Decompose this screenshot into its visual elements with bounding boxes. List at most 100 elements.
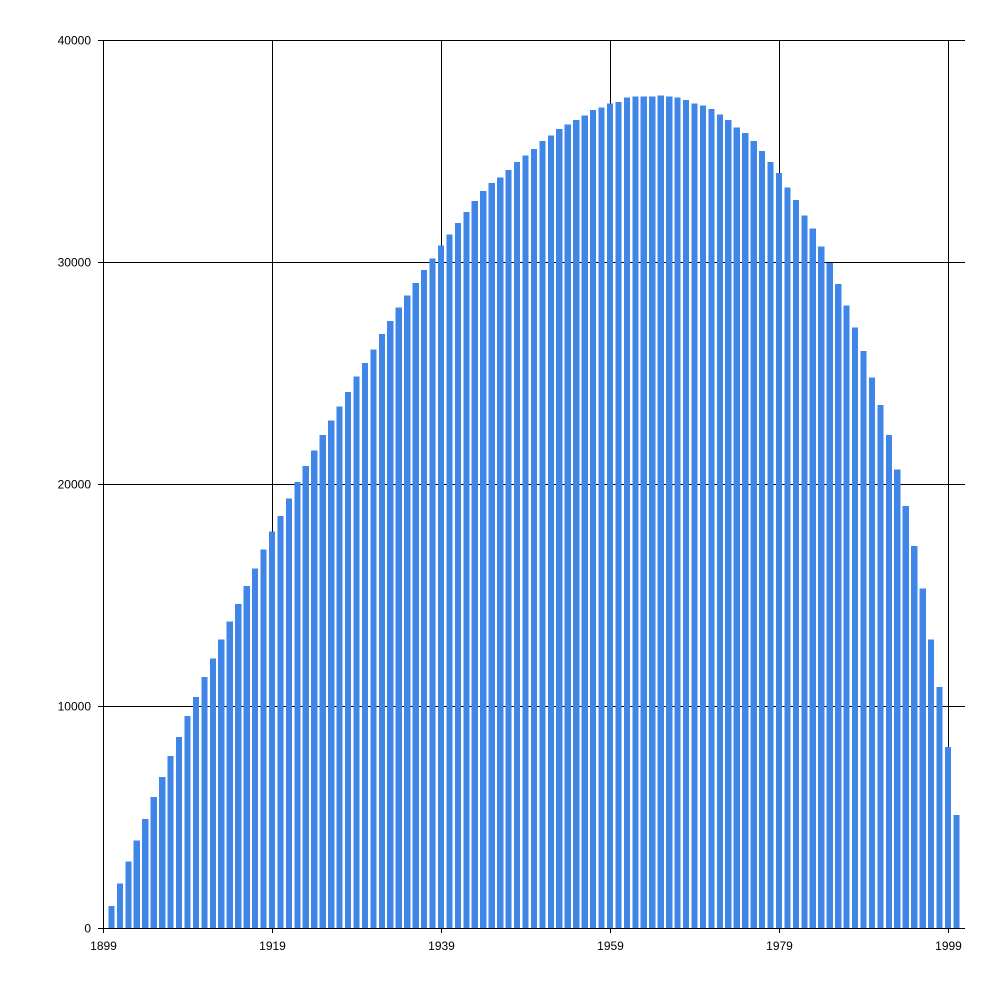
bar bbox=[209, 658, 216, 928]
y-tick-label: 0 bbox=[84, 922, 91, 936]
y-tick-label: 40000 bbox=[58, 34, 92, 48]
bar bbox=[666, 96, 673, 929]
bar bbox=[463, 212, 470, 929]
bar bbox=[877, 405, 884, 928]
bar bbox=[243, 586, 250, 928]
bar bbox=[437, 245, 445, 929]
bar bbox=[294, 481, 301, 928]
bar bbox=[361, 363, 369, 928]
bar bbox=[953, 814, 960, 928]
bar bbox=[742, 133, 749, 929]
bar bbox=[902, 506, 909, 928]
bar bbox=[412, 283, 419, 929]
bar bbox=[336, 406, 343, 928]
bar bbox=[649, 96, 656, 929]
bar bbox=[928, 639, 935, 928]
bar bbox=[277, 516, 284, 928]
bar bbox=[784, 187, 791, 928]
bar bbox=[395, 307, 402, 928]
bar bbox=[539, 141, 546, 928]
bar bbox=[919, 588, 926, 928]
x-tick-label: 1939 bbox=[428, 939, 455, 953]
bar bbox=[370, 349, 377, 928]
bar bbox=[125, 861, 132, 928]
bar bbox=[344, 391, 352, 928]
bar bbox=[133, 840, 140, 928]
bar bbox=[328, 420, 335, 928]
bar bbox=[142, 819, 149, 928]
bar bbox=[851, 327, 859, 928]
bar bbox=[759, 151, 766, 928]
bar bbox=[640, 96, 647, 929]
bar bbox=[632, 96, 639, 929]
bar bbox=[809, 228, 816, 928]
bar bbox=[691, 103, 698, 928]
x-tick-label: 1899 bbox=[90, 939, 117, 953]
bar bbox=[184, 715, 191, 928]
x-tick-label: 1959 bbox=[597, 939, 624, 953]
bar bbox=[868, 377, 876, 928]
bar bbox=[598, 107, 605, 928]
bar bbox=[429, 258, 436, 928]
y-tick-label: 10000 bbox=[58, 700, 92, 714]
bar bbox=[167, 755, 174, 928]
bar bbox=[826, 263, 833, 928]
bar bbox=[260, 549, 267, 928]
tick-labels: 0 10000 20000 30000 40000 1899 1919 1939 1959 197… bbox=[58, 34, 963, 954]
bar bbox=[885, 435, 892, 928]
bar bbox=[530, 148, 538, 928]
bar bbox=[606, 103, 614, 928]
bar bbox=[674, 97, 681, 929]
bar bbox=[801, 215, 808, 928]
bar bbox=[708, 108, 715, 928]
bar bbox=[513, 162, 521, 929]
bar bbox=[682, 99, 690, 928]
bar bbox=[792, 199, 799, 929]
y-tick-label: 20000 bbox=[58, 478, 92, 492]
bar bbox=[733, 127, 740, 928]
bar bbox=[159, 777, 166, 928]
bar bbox=[573, 119, 580, 929]
bar bbox=[590, 109, 597, 929]
x-tick-label: 1999 bbox=[935, 939, 962, 953]
bar bbox=[522, 155, 529, 928]
bar bbox=[750, 141, 757, 928]
bar bbox=[699, 105, 707, 929]
bar bbox=[564, 124, 571, 929]
bar bbox=[716, 114, 723, 929]
bar bbox=[192, 697, 200, 928]
bar bbox=[657, 95, 664, 928]
bar bbox=[116, 883, 123, 928]
bar bbox=[894, 469, 901, 928]
bar bbox=[936, 687, 943, 928]
bar bbox=[480, 190, 487, 928]
bar bbox=[108, 905, 115, 928]
bar bbox=[547, 135, 554, 928]
bar bbox=[767, 162, 774, 929]
bar bbox=[843, 305, 850, 928]
bar bbox=[818, 246, 825, 928]
bar bbox=[421, 269, 428, 928]
bar bbox=[471, 200, 478, 928]
bar bbox=[725, 119, 732, 929]
bar bbox=[175, 737, 183, 928]
bar bbox=[252, 568, 259, 928]
bar bbox=[285, 498, 292, 928]
bar bbox=[623, 97, 630, 929]
bar bbox=[235, 603, 242, 928]
bar bbox=[488, 183, 495, 928]
bar bbox=[911, 546, 918, 928]
bar bbox=[319, 435, 326, 928]
axes bbox=[98, 40, 965, 933]
bar bbox=[150, 797, 157, 928]
x-tick-label: 1979 bbox=[766, 939, 793, 953]
bar bbox=[446, 234, 453, 928]
bar bbox=[454, 223, 461, 928]
bar bbox=[404, 295, 411, 928]
bar bbox=[944, 747, 952, 928]
bar bbox=[353, 376, 360, 929]
bar bbox=[835, 284, 842, 928]
bar bbox=[556, 128, 563, 929]
bar bbox=[218, 639, 225, 928]
